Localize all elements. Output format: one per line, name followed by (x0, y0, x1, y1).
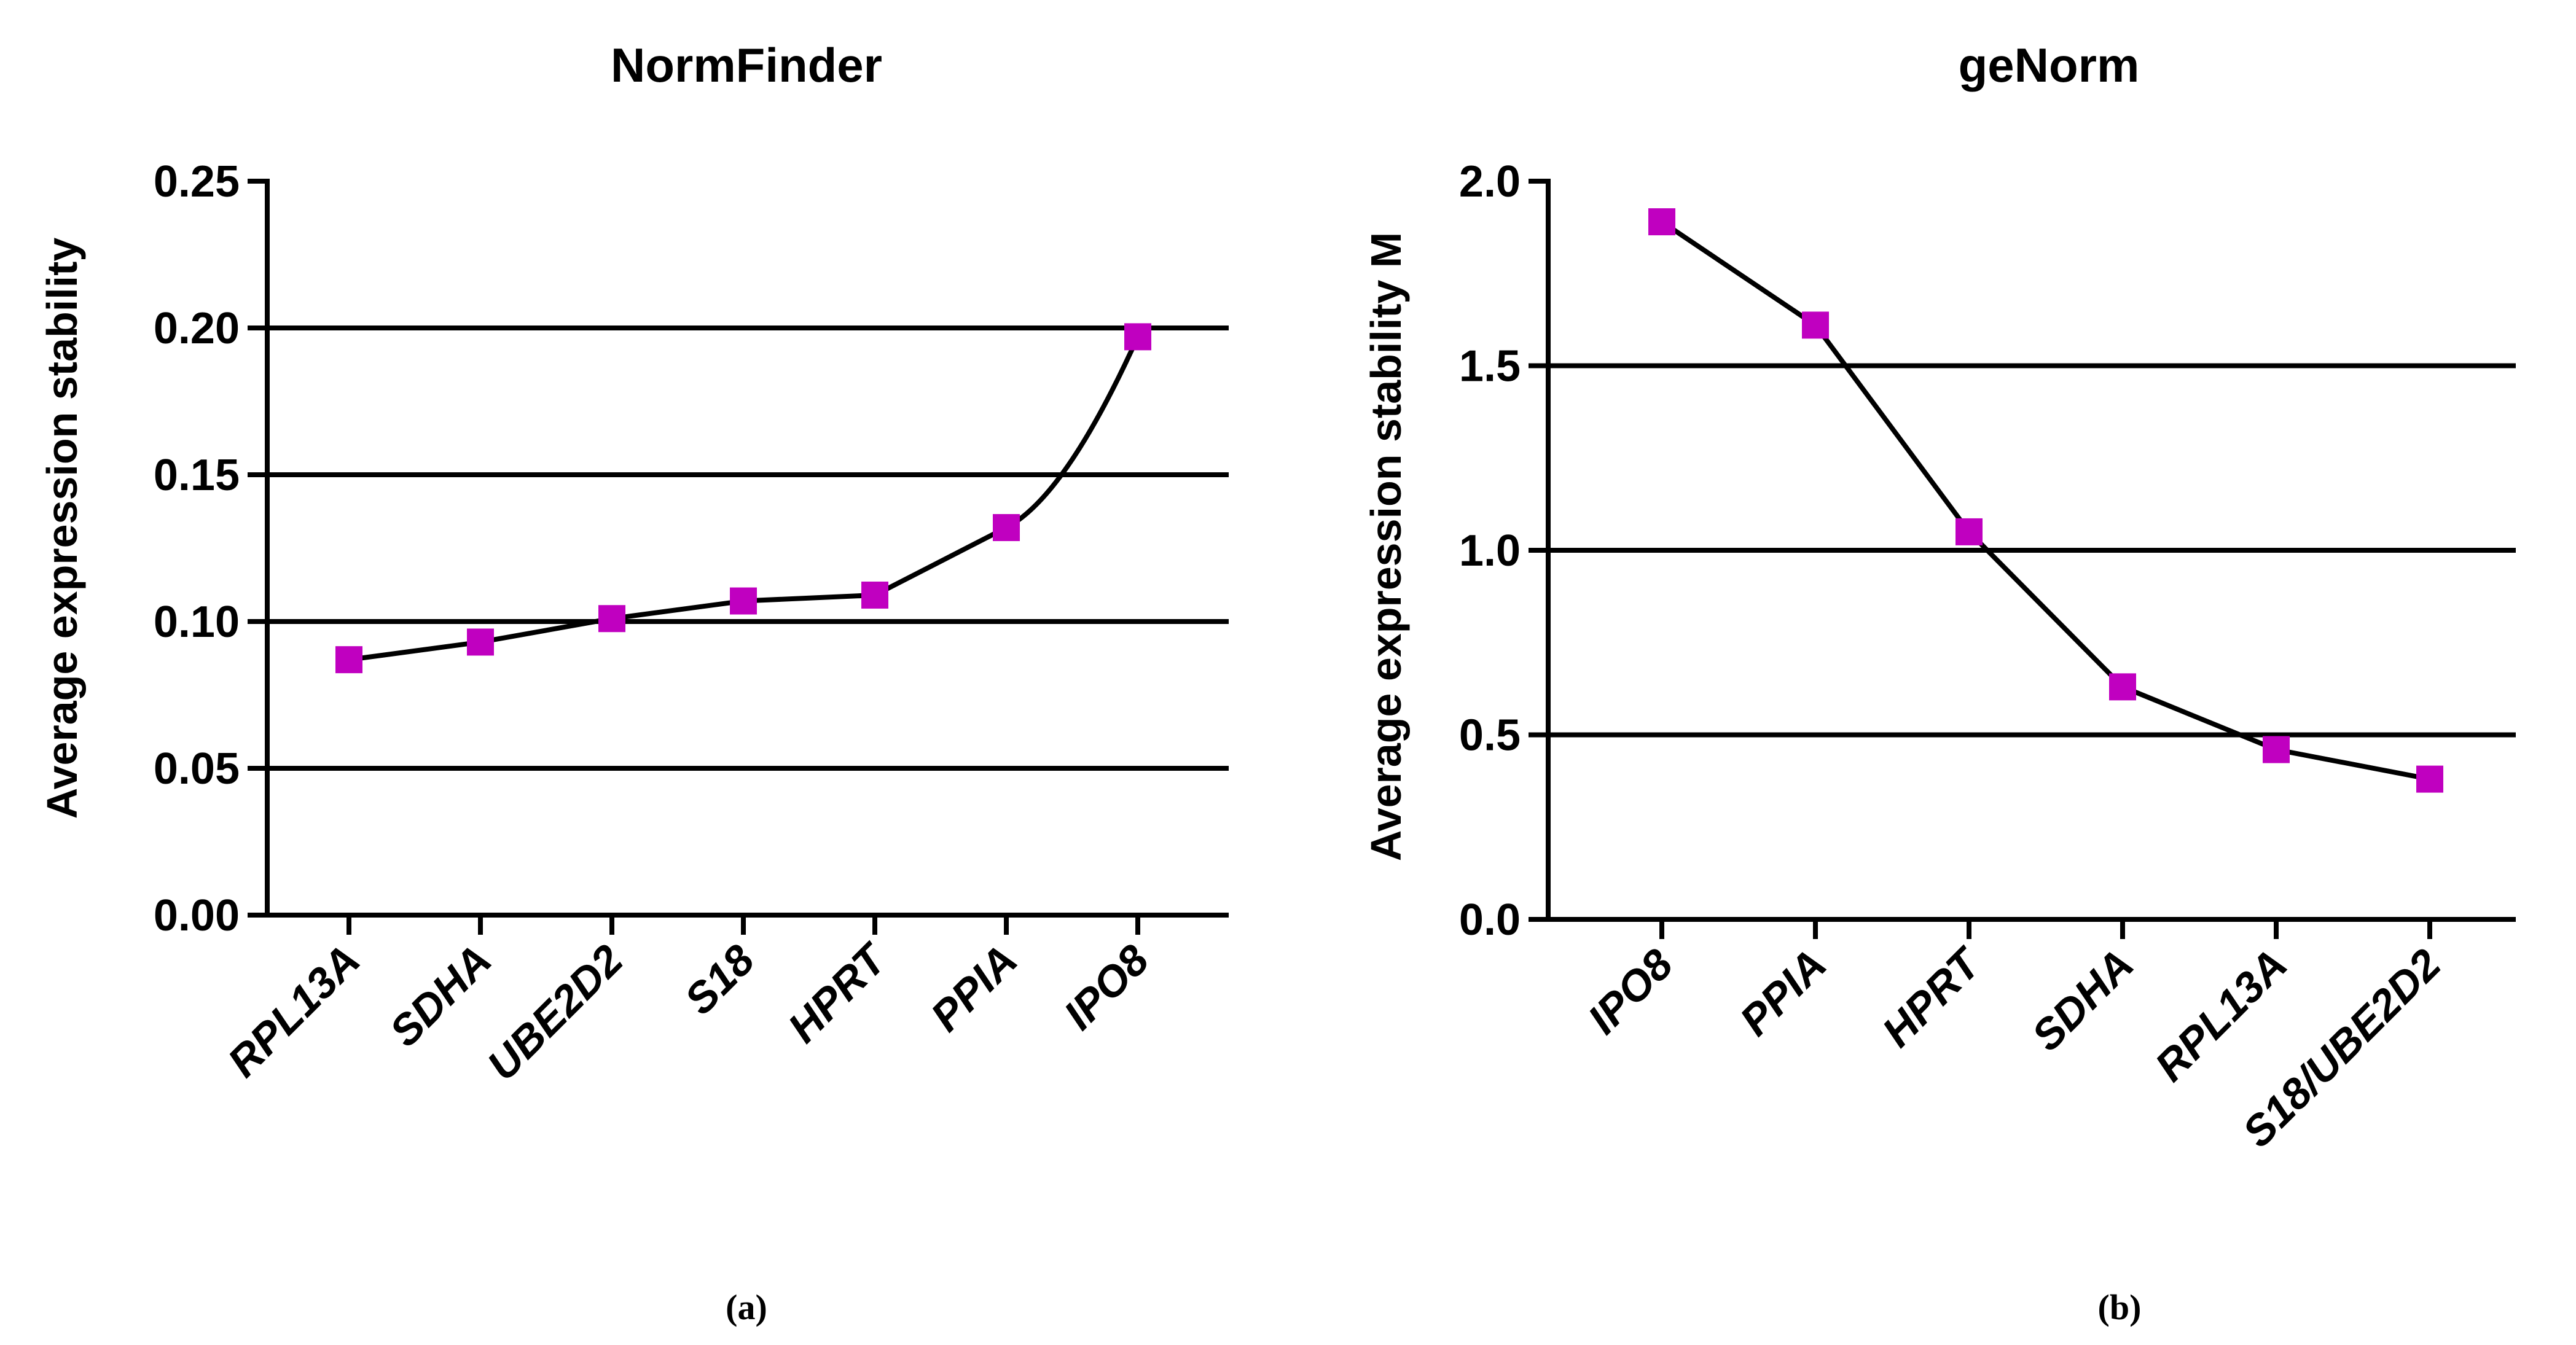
y-tick-label: 0.15 (154, 451, 240, 500)
x-tick-label: HPRT (1873, 938, 1992, 1056)
y-ticks: 0.0 0.5 1.0 1.5 2.0 (1459, 157, 1548, 945)
x-tick-label: PPIA (1731, 940, 1836, 1045)
data-point (993, 514, 1020, 542)
chart-title: geNorm (1959, 38, 2140, 92)
y-tick-label: 0.20 (154, 304, 240, 353)
y-tick-label: 0.00 (154, 891, 240, 940)
data-point (598, 605, 625, 633)
x-tick-label: HPRT (779, 934, 898, 1052)
y-tick-label: 0.10 (154, 598, 240, 647)
panel-caption: (b) (2098, 1287, 2142, 1327)
panel-normfinder: NormFinder Average expression stability … (38, 38, 1229, 1327)
data-point (861, 581, 888, 609)
x-tick-label: PPIA (922, 935, 1027, 1040)
gridlines (1548, 363, 2516, 738)
x-tick-label: S18 (675, 935, 763, 1023)
y-ticks: 0.00 0.05 0.10 0.15 0.20 0.25 (154, 157, 267, 940)
data-point (2263, 736, 2290, 763)
y-tick-label: 0.0 (1459, 895, 1521, 945)
x-tick-label: IPO8 (1055, 935, 1158, 1039)
x-tick-label: SDHA (2022, 940, 2142, 1059)
series (335, 323, 1151, 674)
chart-title: NormFinder (611, 38, 882, 92)
data-point (730, 587, 757, 615)
series-line (348, 335, 1140, 663)
data-point (335, 646, 362, 674)
data-point (467, 628, 494, 656)
y-tick-label: 0.05 (154, 744, 240, 793)
data-point (2416, 765, 2443, 793)
gridlines (267, 326, 1229, 771)
y-axis-label: Average expression stability (38, 238, 86, 819)
data-point (1124, 323, 1151, 351)
axes (265, 179, 1229, 918)
y-tick-label: 1.5 (1459, 342, 1521, 391)
panel-genorm: geNorm Average expression stability M 0.… (1362, 38, 2516, 1327)
y-axis-label: Average expression stability M (1362, 232, 1410, 861)
x-tick-label: UBE2D2 (478, 935, 632, 1090)
y-tick-label: 0.5 (1459, 711, 1521, 760)
data-point (1955, 518, 1983, 545)
x-tick-label: IPO8 (1579, 940, 1682, 1043)
data-point (1648, 208, 1675, 236)
panel-caption: (a) (726, 1287, 767, 1327)
y-tick-label: 2.0 (1459, 157, 1521, 206)
y-tick-label: 0.25 (154, 157, 240, 206)
series (1648, 208, 2443, 793)
y-tick-label: 1.0 (1459, 526, 1521, 575)
x-tick-label: SDHA (380, 935, 500, 1055)
series-line (1660, 219, 2430, 782)
x-tick-label: RPL13A (2146, 940, 2296, 1090)
data-point (2109, 673, 2136, 701)
x-tick-label: RPL13A (219, 935, 369, 1086)
data-point (1802, 311, 1829, 339)
